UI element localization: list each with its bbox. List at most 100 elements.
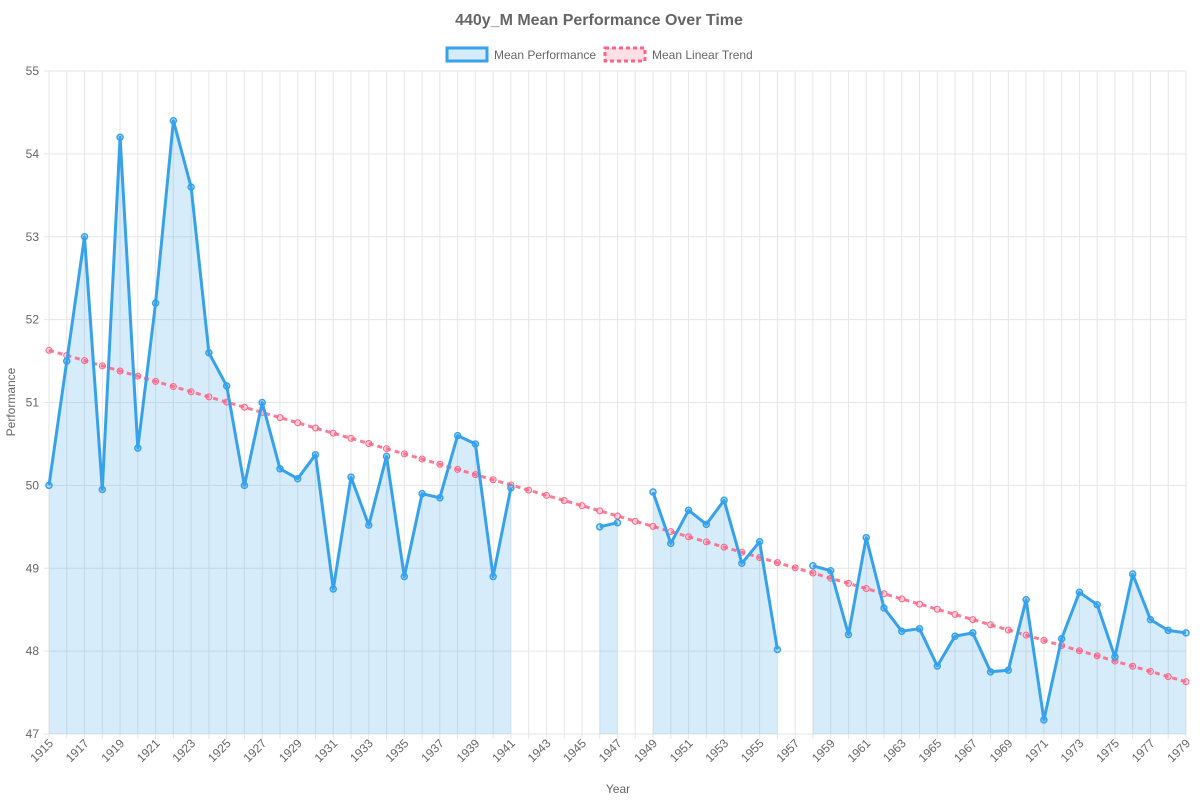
trend-point-1936[interactable] bbox=[418, 455, 426, 463]
trend-point-1934[interactable] bbox=[383, 445, 391, 453]
data-point-1924[interactable] bbox=[205, 349, 213, 357]
trend-point-1965[interactable] bbox=[933, 605, 941, 613]
data-point-1925[interactable] bbox=[222, 382, 231, 390]
data-point-1935[interactable] bbox=[400, 572, 409, 581]
trend-point-1963[interactable] bbox=[898, 595, 906, 603]
data-point-1965[interactable] bbox=[933, 662, 942, 670]
trend-point-1976[interactable] bbox=[1129, 662, 1137, 670]
data-point-1922[interactable] bbox=[169, 116, 178, 125]
trend-point-1932[interactable] bbox=[347, 434, 355, 442]
data-point-1917[interactable] bbox=[80, 233, 89, 241]
legend-item-mean-performance[interactable]: Mean Performance bbox=[445, 46, 596, 63]
data-point-1952[interactable] bbox=[702, 520, 711, 529]
trend-point-1942[interactable] bbox=[525, 486, 533, 494]
data-point-1934[interactable] bbox=[382, 452, 391, 461]
trend-point-1926[interactable] bbox=[240, 403, 248, 411]
trend-point-1951[interactable] bbox=[685, 533, 693, 541]
trend-point-1964[interactable] bbox=[916, 600, 924, 608]
data-point-1977[interactable] bbox=[1146, 615, 1155, 624]
data-point-1958[interactable] bbox=[809, 562, 817, 570]
trend-point-1917[interactable] bbox=[81, 357, 89, 365]
data-point-1927[interactable] bbox=[258, 398, 266, 407]
trend-point-1943[interactable] bbox=[542, 491, 550, 499]
data-point-1930[interactable] bbox=[311, 450, 320, 459]
data-point-1951[interactable] bbox=[684, 506, 693, 514]
data-point-1955[interactable] bbox=[755, 537, 764, 546]
trend-point-1946[interactable] bbox=[596, 507, 604, 515]
trend-point-1945[interactable] bbox=[578, 502, 586, 510]
trend-point-1966[interactable] bbox=[951, 610, 959, 618]
trend-point-1952[interactable] bbox=[702, 538, 710, 546]
trend-point-1928[interactable] bbox=[276, 414, 284, 422]
trend-point-1940[interactable] bbox=[489, 476, 497, 484]
trend-point-1957[interactable] bbox=[791, 564, 799, 572]
data-point-1964[interactable] bbox=[915, 624, 924, 633]
trend-point-1973[interactable] bbox=[1075, 647, 1083, 655]
data-point-1926[interactable] bbox=[240, 481, 249, 490]
data-point-1940[interactable] bbox=[489, 572, 497, 581]
trend-point-1953[interactable] bbox=[720, 543, 728, 551]
data-point-1961[interactable] bbox=[862, 533, 870, 542]
trend-point-1974[interactable] bbox=[1093, 652, 1101, 660]
data-point-1933[interactable] bbox=[365, 521, 373, 529]
data-point-1956[interactable] bbox=[773, 645, 782, 654]
data-point-1960[interactable] bbox=[844, 630, 853, 639]
trend-point-1930[interactable] bbox=[311, 424, 319, 432]
data-point-1932[interactable] bbox=[347, 473, 355, 481]
data-point-1921[interactable] bbox=[151, 299, 160, 307]
data-point-1967[interactable] bbox=[969, 629, 977, 637]
data-point-1971[interactable] bbox=[1040, 716, 1048, 724]
data-point-1976[interactable] bbox=[1128, 570, 1137, 578]
data-point-1970[interactable] bbox=[1022, 595, 1030, 604]
trend-point-1919[interactable] bbox=[116, 367, 124, 375]
data-point-1959[interactable] bbox=[826, 566, 835, 575]
trend-point-1921[interactable] bbox=[152, 377, 160, 385]
data-point-1973[interactable] bbox=[1075, 588, 1084, 597]
data-point-1978[interactable] bbox=[1164, 626, 1172, 635]
data-point-1979[interactable] bbox=[1182, 629, 1190, 637]
trend-point-1937[interactable] bbox=[436, 460, 444, 468]
trend-point-1924[interactable] bbox=[205, 393, 213, 401]
trend-point-1961[interactable] bbox=[862, 585, 870, 593]
trend-point-1929[interactable] bbox=[294, 419, 302, 427]
trend-point-1956[interactable] bbox=[773, 559, 781, 567]
data-point-1972[interactable] bbox=[1057, 634, 1066, 643]
data-point-1928[interactable] bbox=[276, 465, 284, 473]
data-point-1953[interactable] bbox=[720, 496, 728, 505]
data-point-1946[interactable] bbox=[595, 523, 604, 531]
data-point-1962[interactable] bbox=[880, 604, 888, 612]
trend-point-1977[interactable] bbox=[1146, 667, 1154, 675]
data-point-1947[interactable] bbox=[613, 518, 622, 527]
data-point-1968[interactable] bbox=[986, 668, 995, 676]
data-point-1941[interactable] bbox=[507, 484, 515, 492]
data-point-1936[interactable] bbox=[418, 489, 426, 498]
trend-point-1947[interactable] bbox=[614, 512, 621, 520]
data-point-1938[interactable] bbox=[453, 431, 462, 440]
data-point-1929[interactable] bbox=[293, 474, 302, 483]
data-point-1966[interactable] bbox=[951, 632, 959, 640]
data-point-1963[interactable] bbox=[898, 627, 906, 635]
trend-point-1944[interactable] bbox=[560, 496, 568, 504]
legend-item-mean-linear-trend[interactable]: Mean Linear Trend bbox=[603, 46, 753, 63]
trend-point-1978[interactable] bbox=[1164, 673, 1172, 681]
data-point-1949[interactable] bbox=[649, 488, 657, 496]
data-point-1939[interactable] bbox=[471, 440, 480, 448]
data-point-1937[interactable] bbox=[436, 494, 444, 502]
data-point-1950[interactable] bbox=[667, 539, 675, 548]
trend-point-1971[interactable] bbox=[1040, 636, 1048, 644]
trend-point-1960[interactable] bbox=[844, 579, 852, 587]
trend-point-1918[interactable] bbox=[98, 362, 106, 370]
trend-point-1948[interactable] bbox=[631, 517, 639, 525]
trend-point-1970[interactable] bbox=[1022, 631, 1030, 639]
trend-point-1920[interactable] bbox=[134, 372, 142, 380]
data-point-1954[interactable] bbox=[738, 559, 746, 568]
trend-point-1969[interactable] bbox=[1004, 626, 1012, 634]
trend-point-1967[interactable] bbox=[969, 616, 977, 624]
data-point-1923[interactable] bbox=[187, 183, 195, 191]
data-point-1920[interactable] bbox=[134, 444, 142, 452]
data-point-1918[interactable] bbox=[98, 485, 107, 494]
data-point-1975[interactable] bbox=[1111, 653, 1119, 661]
trend-point-1935[interactable] bbox=[400, 450, 408, 458]
data-point-1915[interactable] bbox=[45, 481, 53, 490]
trend-point-1958[interactable] bbox=[809, 569, 817, 577]
